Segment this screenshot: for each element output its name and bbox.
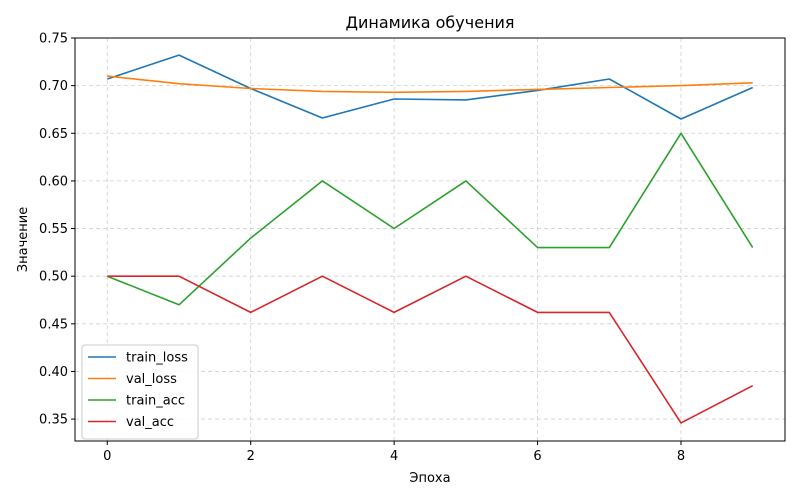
- x-axis-label: Эпоха: [409, 471, 450, 486]
- legend-box: [81, 344, 199, 440]
- plot-frame: [74, 37, 786, 442]
- y-tick-label: 0.65: [39, 127, 68, 142]
- chart-title: Динамика обучения: [345, 13, 514, 32]
- y-tick-label: 0.35: [39, 413, 68, 428]
- legend-label: val_acc: [126, 415, 174, 430]
- series-layer: [107, 54, 754, 424]
- series-line-train-loss: [107, 54, 754, 120]
- x-tick-label: 2: [247, 449, 255, 464]
- x-tick-label: 6: [533, 449, 541, 464]
- y-tick-label: 0.45: [39, 317, 68, 332]
- x-tick-label: 8: [677, 449, 685, 464]
- x-tick-label: 4: [390, 449, 398, 464]
- series-line-val-loss: [107, 75, 753, 94]
- y-tick-label: 0.40: [39, 365, 68, 380]
- y-tick-label: 0.60: [39, 174, 68, 189]
- y-tick-label: 0.70: [39, 79, 68, 94]
- y-tick-label: 0.55: [39, 222, 68, 237]
- legend-label: train_loss: [126, 351, 188, 366]
- y-tick-label: 0.50: [39, 270, 68, 285]
- legend: train_loss val_loss train_acc val_acc: [81, 344, 199, 440]
- y-axis-label: Значение: [16, 207, 31, 272]
- legend-label: train_acc: [126, 394, 185, 409]
- y-tick-label: 0.75: [39, 32, 68, 47]
- x-axis: 0 2 4 6 8: [103, 441, 685, 464]
- x-tick-label: 0: [103, 449, 111, 464]
- series-line-val-acc: [107, 275, 754, 424]
- legend-label: val_loss: [126, 372, 177, 387]
- series-line-train-acc: [107, 132, 754, 306]
- y-axis: 0.35 0.40 0.45 0.50 0.55 0.60 0.65 0.70 0.75: [39, 32, 75, 428]
